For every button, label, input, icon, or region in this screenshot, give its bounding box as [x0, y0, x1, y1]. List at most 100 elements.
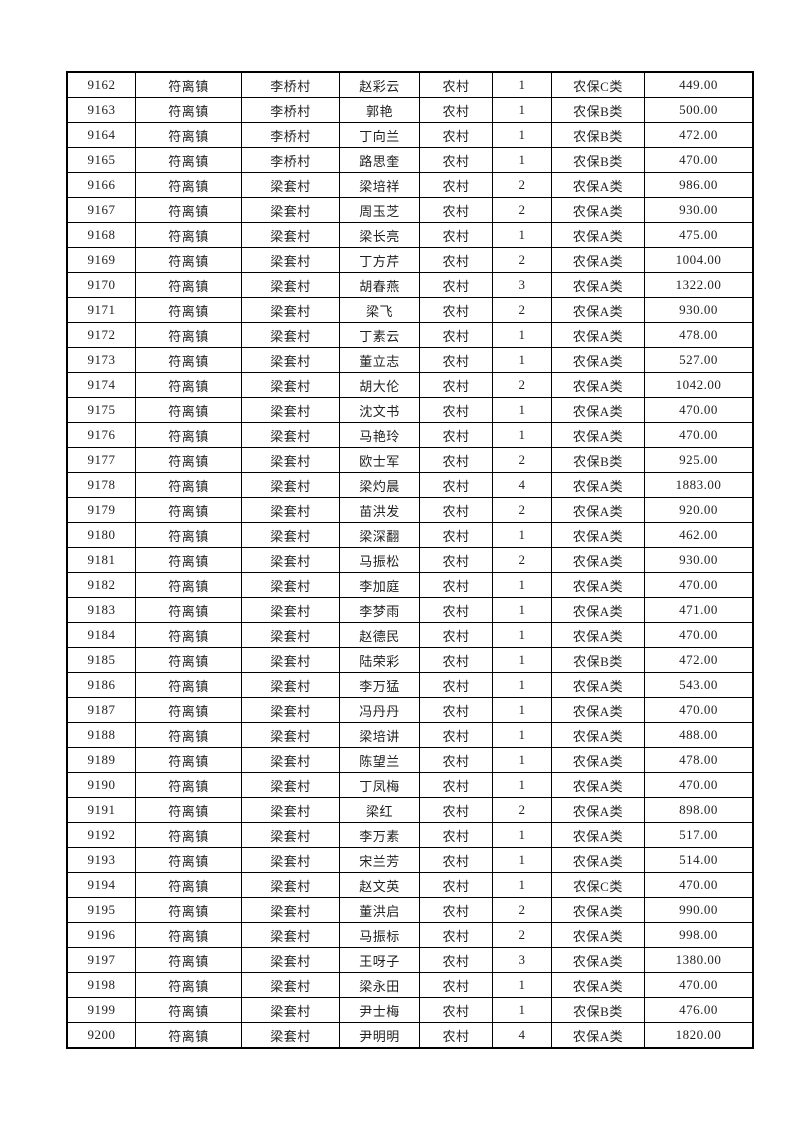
table-cell: 符离镇 — [135, 322, 242, 348]
table-cell: 农保C类 — [551, 872, 645, 898]
table-cell: 梁套村 — [241, 697, 340, 723]
table-cell: 符离镇 — [135, 147, 242, 173]
table-cell: 9186 — [66, 672, 136, 698]
table-cell: 梁套村 — [241, 997, 340, 1023]
table-row: 9188 符离镇 梁套村 梁培讲 农村 1 农保A类 488.00 — [66, 722, 754, 748]
table-row: 9176 符离镇 梁套村 马艳玲 农村 1 农保A类 470.00 — [66, 422, 754, 448]
table-cell: 梁套村 — [241, 897, 340, 923]
table-cell: 农村 — [419, 747, 493, 773]
table-row: 9199 符离镇 梁套村 尹士梅 农村 1 农保B类 476.00 — [66, 997, 754, 1023]
table-row: 9170 符离镇 梁套村 胡春燕 农村 3 农保A类 1322.00 — [66, 272, 754, 298]
table-cell: 1 — [492, 622, 552, 648]
table-cell: 9169 — [66, 247, 136, 273]
table-cell: 梁红 — [339, 797, 420, 823]
table-cell: 农村 — [419, 847, 493, 873]
table-cell: 梁套村 — [241, 447, 340, 473]
table-cell: 农村 — [419, 547, 493, 573]
table-cell: 农保A类 — [551, 422, 645, 448]
table-cell: 农保A类 — [551, 397, 645, 423]
table-cell: 470.00 — [644, 872, 754, 898]
table-cell: 胡大伦 — [339, 372, 420, 398]
table-cell: 陈望兰 — [339, 747, 420, 773]
table-cell: 符离镇 — [135, 71, 242, 98]
table-cell: 农保A类 — [551, 372, 645, 398]
table-cell: 农保A类 — [551, 322, 645, 348]
table-cell: 9189 — [66, 747, 136, 773]
table-cell: 符离镇 — [135, 97, 242, 123]
table-cell: 农保B类 — [551, 97, 645, 123]
table-cell: 丁素云 — [339, 322, 420, 348]
table-cell: 李桥村 — [241, 147, 340, 173]
table-cell: 梁套村 — [241, 772, 340, 798]
table-cell: 9181 — [66, 547, 136, 573]
table-cell: 1 — [492, 347, 552, 373]
table-cell: 1 — [492, 147, 552, 173]
table-cell: 农村 — [419, 497, 493, 523]
table-cell: 农保A类 — [551, 672, 645, 698]
table-cell: 478.00 — [644, 322, 754, 348]
table-row: 9200 符离镇 梁套村 尹明明 农村 4 农保A类 1820.00 — [66, 1022, 754, 1049]
table-cell: 马艳玲 — [339, 422, 420, 448]
table-cell: 9183 — [66, 597, 136, 623]
table-cell: 农保A类 — [551, 197, 645, 223]
table-cell: 农保A类 — [551, 297, 645, 323]
table-cell: 543.00 — [644, 672, 754, 698]
table-cell: 梁永田 — [339, 972, 420, 998]
table-cell: 梁套村 — [241, 497, 340, 523]
table-cell: 农村 — [419, 947, 493, 973]
table-cell: 农保A类 — [551, 697, 645, 723]
table-cell: 1 — [492, 722, 552, 748]
table-cell: 梁套村 — [241, 922, 340, 948]
table-cell: 2 — [492, 297, 552, 323]
table-cell: 500.00 — [644, 97, 754, 123]
table-cell: 符离镇 — [135, 197, 242, 223]
table-row: 9165 符离镇 李桥村 路思奎 农村 1 农保B类 470.00 — [66, 147, 754, 173]
table-cell: 9182 — [66, 572, 136, 598]
table-cell: 梁套村 — [241, 797, 340, 823]
table-row: 9169 符离镇 梁套村 丁方芹 农村 2 农保A类 1004.00 — [66, 247, 754, 273]
table-cell: 农保A类 — [551, 247, 645, 273]
table-cell: 1380.00 — [644, 947, 754, 973]
table-cell: 梁套村 — [241, 722, 340, 748]
table-cell: 9199 — [66, 997, 136, 1023]
table-cell: 宋兰芳 — [339, 847, 420, 873]
table-cell: 符离镇 — [135, 947, 242, 973]
table-cell: 1 — [492, 572, 552, 598]
table-cell: 王呀子 — [339, 947, 420, 973]
table-cell: 梁套村 — [241, 622, 340, 648]
table-cell: 李加庭 — [339, 572, 420, 598]
table-cell: 符离镇 — [135, 222, 242, 248]
table-cell: 476.00 — [644, 997, 754, 1023]
table-cell: 农村 — [419, 772, 493, 798]
table-cell: 符离镇 — [135, 347, 242, 373]
table-cell: 梁套村 — [241, 597, 340, 623]
table-cell: 农村 — [419, 622, 493, 648]
table-cell: 2 — [492, 497, 552, 523]
table-cell: 2 — [492, 922, 552, 948]
table-cell: 符离镇 — [135, 272, 242, 298]
table-cell: 符离镇 — [135, 747, 242, 773]
table-cell: 农村 — [419, 122, 493, 148]
table-cell: 449.00 — [644, 71, 754, 98]
table-row: 9198 符离镇 梁套村 梁永田 农村 1 农保A类 470.00 — [66, 972, 754, 998]
table-cell: 梁套村 — [241, 347, 340, 373]
table-cell: 符离镇 — [135, 497, 242, 523]
table-cell: 农村 — [419, 647, 493, 673]
table-row: 9193 符离镇 梁套村 宋兰芳 农村 1 农保A类 514.00 — [66, 847, 754, 873]
table-cell: 符离镇 — [135, 897, 242, 923]
table-cell: 9188 — [66, 722, 136, 748]
table-cell: 农村 — [419, 572, 493, 598]
table-cell: 农保A类 — [551, 797, 645, 823]
table-cell: 9196 — [66, 922, 136, 948]
table-cell: 符离镇 — [135, 872, 242, 898]
table-cell: 符离镇 — [135, 697, 242, 723]
table-cell: 9197 — [66, 947, 136, 973]
table-cell: 9170 — [66, 272, 136, 298]
table-cell: 1820.00 — [644, 1022, 754, 1049]
table-cell: 符离镇 — [135, 1022, 242, 1049]
table-row: 9184 符离镇 梁套村 赵德民 农村 1 农保A类 470.00 — [66, 622, 754, 648]
table-row: 9181 符离镇 梁套村 马振松 农村 2 农保A类 930.00 — [66, 547, 754, 573]
table-cell: 农保A类 — [551, 947, 645, 973]
table-cell: 符离镇 — [135, 972, 242, 998]
table-cell: 农村 — [419, 397, 493, 423]
